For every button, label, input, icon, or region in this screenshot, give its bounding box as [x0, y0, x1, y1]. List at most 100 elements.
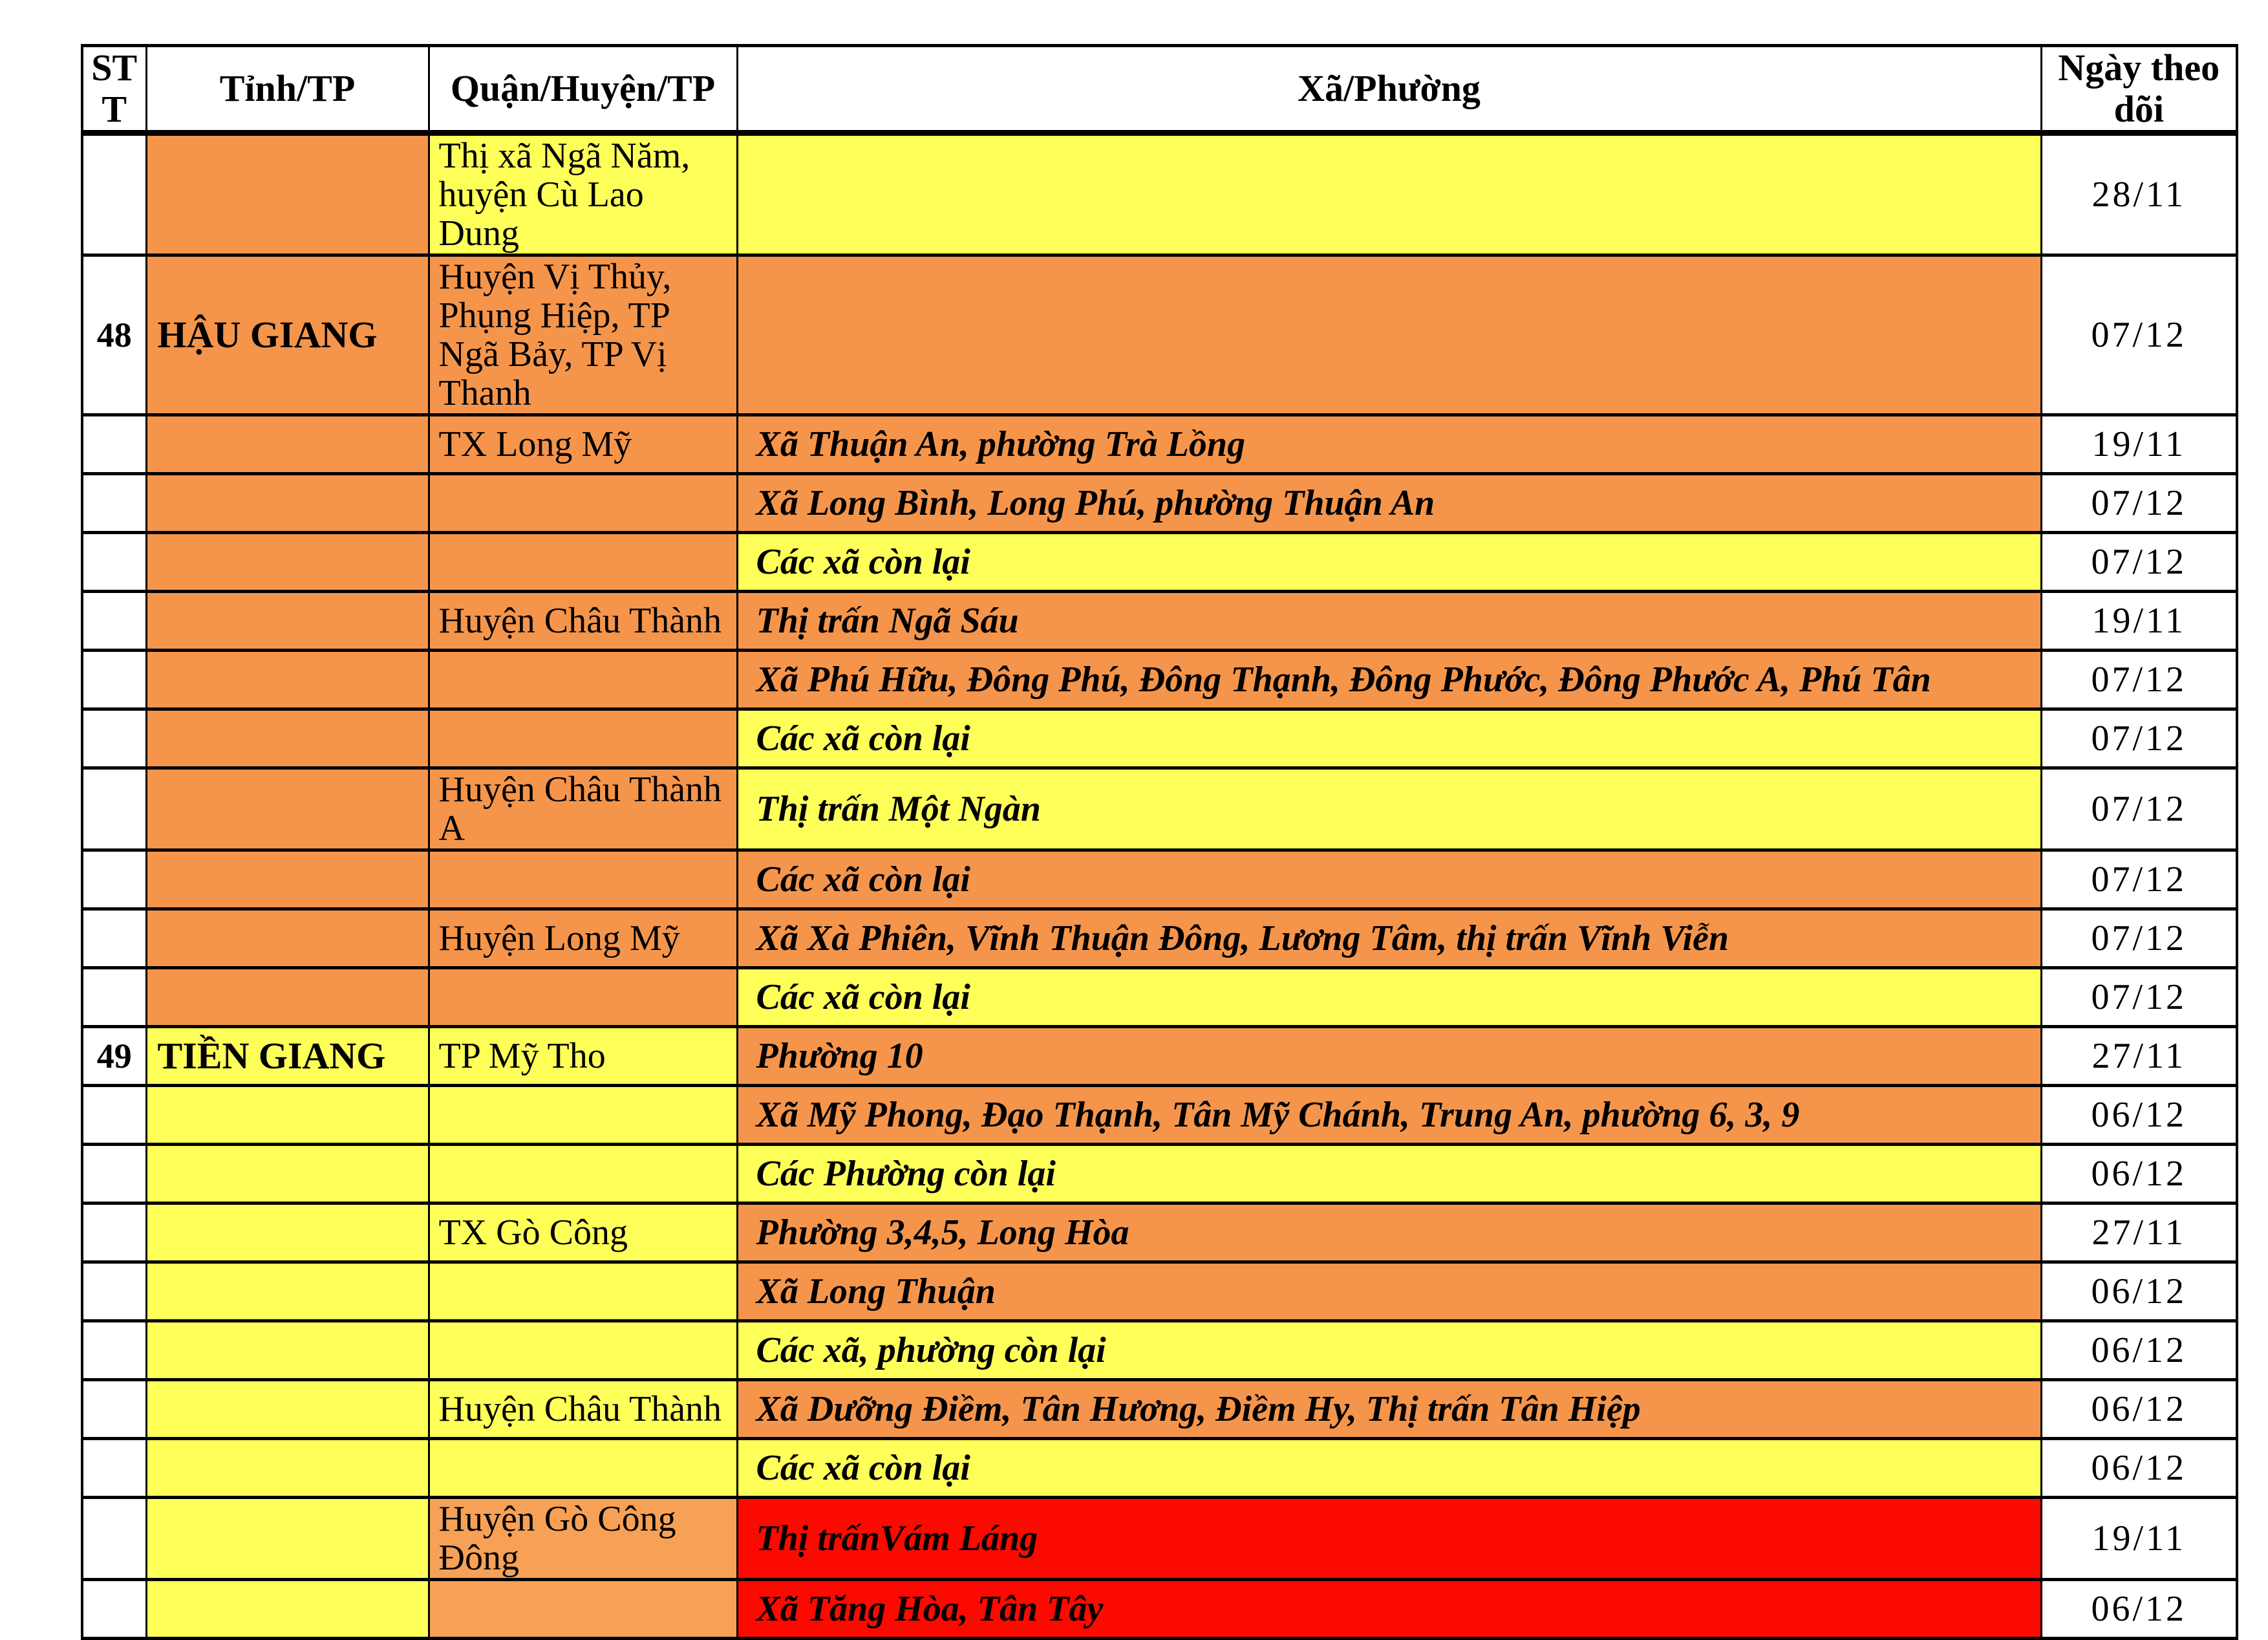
ward-cell: [736, 254, 2042, 416]
table-row: TX Gò Công Phường 3,4,5, Long Hòa 27/11: [81, 1202, 2238, 1264]
stt-cell: [81, 848, 147, 911]
stt-cell: [81, 766, 147, 852]
date-cell: 06/12: [2040, 1437, 2238, 1499]
stt-cell: [81, 1578, 147, 1640]
district-cell: [427, 707, 738, 770]
district-cell: [427, 966, 738, 1028]
table-row: Huyện Châu Thành A Thị trấn Một Ngàn 07/…: [81, 766, 2238, 852]
date-cell: 07/12: [2040, 531, 2238, 593]
date-cell: 06/12: [2040, 1578, 2238, 1640]
date-cell: 07/12: [2040, 848, 2238, 911]
column-header-district: Quận/Huyện/TP: [427, 44, 738, 136]
table-row: 48 HẬU GIANG Huyện Vị Thủy, Phụng Hiệp, …: [81, 254, 2238, 416]
table-row: Huyện Châu Thành Xã Dưỡng Điềm, Tân Hươn…: [81, 1378, 2238, 1440]
stt-cell: [81, 1496, 147, 1581]
stt-cell: [81, 1378, 147, 1440]
ward-cell: Thị trấnVám Láng: [736, 1496, 2042, 1581]
district-cell: [427, 1578, 738, 1640]
stt-cell: [81, 1143, 147, 1205]
province-tracking-table: STT Tỉnh/TP Quận/Huyện/TP Xã/Phường Ngày…: [81, 44, 2238, 1640]
column-header-stt: STT: [81, 44, 147, 136]
ward-cell: Xã Thuận An, phường Trà Lồng: [736, 413, 2042, 475]
date-cell: 07/12: [2040, 472, 2238, 534]
district-cell: Huyện Gò Công Đông: [427, 1496, 738, 1581]
date-cell: 07/12: [2040, 649, 2238, 711]
date-cell: 06/12: [2040, 1260, 2238, 1322]
district-cell: [427, 472, 738, 534]
table-row: 49 TIỀN GIANG TP Mỹ Tho Phường 10 27/11: [81, 1025, 2238, 1087]
ward-cell: Xã Phú Hữu, Đông Phú, Đông Thạnh, Đông P…: [736, 649, 2042, 711]
province-cell: [145, 966, 430, 1028]
province-cell: [145, 1260, 430, 1322]
district-cell: TX Long Mỹ: [427, 413, 738, 475]
district-cell: TX Gò Công: [427, 1202, 738, 1264]
ward-cell: Xã Mỹ Phong, Đạo Thạnh, Tân Mỹ Chánh, Tr…: [736, 1084, 2042, 1146]
date-cell: 06/12: [2040, 1378, 2238, 1440]
stt-cell: 49: [81, 1025, 147, 1087]
ward-cell: Các xã còn lại: [736, 966, 2042, 1028]
province-cell: [145, 766, 430, 852]
column-header-province: Tỉnh/TP: [145, 44, 430, 136]
ward-cell: Các Phường còn lại: [736, 1143, 2042, 1205]
province-cell: [145, 1202, 430, 1264]
province-cell: [145, 131, 430, 257]
province-cell: [145, 1084, 430, 1146]
stt-cell: [81, 1437, 147, 1499]
date-cell: 07/12: [2040, 707, 2238, 770]
district-cell: [427, 1143, 738, 1205]
date-cell: 06/12: [2040, 1084, 2238, 1146]
stt-cell: [81, 1319, 147, 1381]
table-row: Huyện Châu Thành Thị trấn Ngã Sáu 19/11: [81, 590, 2238, 652]
ward-cell: Phường 3,4,5, Long Hòa: [736, 1202, 2042, 1264]
date-cell: 07/12: [2040, 907, 2238, 969]
province-cell: [145, 531, 430, 593]
stt-cell: [81, 966, 147, 1028]
date-cell: 27/11: [2040, 1202, 2238, 1264]
district-cell: TP Mỹ Tho: [427, 1025, 738, 1087]
stt-cell: [81, 531, 147, 593]
date-cell: 19/11: [2040, 590, 2238, 652]
ward-cell: Xã Tăng Hòa, Tân Tây: [736, 1578, 2042, 1640]
district-cell: Huyện Long Mỹ: [427, 907, 738, 969]
column-header-date: Ngày theo dõi: [2040, 44, 2238, 136]
province-cell: [145, 1319, 430, 1381]
table-row: Các xã còn lại 07/12: [81, 848, 2238, 911]
stt-cell: [81, 1084, 147, 1146]
stt-cell: [81, 707, 147, 770]
table-row: Huyện Long Mỹ Xã Xà Phiên, Vĩnh Thuận Đô…: [81, 907, 2238, 969]
table-row: Các xã còn lại 07/12: [81, 707, 2238, 770]
district-cell: Huyện Châu Thành A: [427, 766, 738, 852]
ward-cell: Xã Long Thuận: [736, 1260, 2042, 1322]
table-row: Thị xã Ngã Năm, huyện Cù Lao Dung 28/11: [81, 131, 2238, 257]
date-cell: 06/12: [2040, 1319, 2238, 1381]
date-cell: 07/12: [2040, 254, 2238, 416]
province-cell: [145, 590, 430, 652]
table-body: Thị xã Ngã Năm, huyện Cù Lao Dung 28/11 …: [81, 131, 2238, 1640]
province-cell: [145, 413, 430, 475]
stt-cell: [81, 472, 147, 534]
table-row: Xã Phú Hữu, Đông Phú, Đông Thạnh, Đông P…: [81, 649, 2238, 711]
table-row: TX Long Mỹ Xã Thuận An, phường Trà Lồng …: [81, 413, 2238, 475]
ward-cell: Xã Xà Phiên, Vĩnh Thuận Đông, Lương Tâm,…: [736, 907, 2042, 969]
ward-cell: Các xã còn lại: [736, 707, 2042, 770]
ward-cell: Các xã còn lại: [736, 531, 2042, 593]
date-cell: 06/12: [2040, 1143, 2238, 1205]
province-cell: [145, 1437, 430, 1499]
province-cell: TIỀN GIANG: [145, 1025, 430, 1087]
province-cell: [145, 1378, 430, 1440]
stt-cell: [81, 1202, 147, 1264]
table-row: Huyện Gò Công Đông Thị trấnVám Láng 19/1…: [81, 1496, 2238, 1581]
header-row: STT Tỉnh/TP Quận/Huyện/TP Xã/Phường Ngày…: [81, 44, 2238, 136]
table-row: Các xã còn lại 07/12: [81, 966, 2238, 1028]
stt-cell: 48: [81, 254, 147, 416]
district-cell: Huyện Châu Thành: [427, 1378, 738, 1440]
district-cell: [427, 1437, 738, 1499]
date-cell: 07/12: [2040, 766, 2238, 852]
district-cell: [427, 848, 738, 911]
ward-cell: Thị trấn Ngã Sáu: [736, 590, 2042, 652]
date-cell: 07/12: [2040, 966, 2238, 1028]
table-row: Xã Tăng Hòa, Tân Tây 06/12: [81, 1578, 2238, 1640]
stt-cell: [81, 590, 147, 652]
district-cell: [427, 531, 738, 593]
province-cell: [145, 649, 430, 711]
